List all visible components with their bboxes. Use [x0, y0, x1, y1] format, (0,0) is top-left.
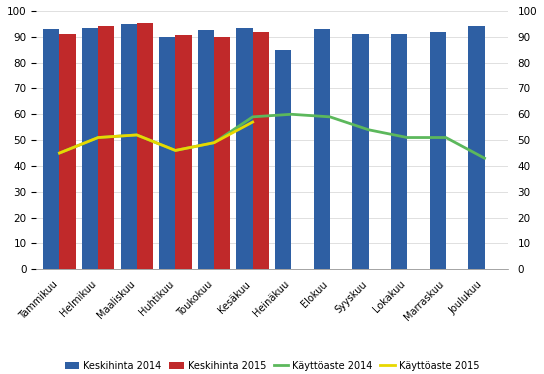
- Bar: [391, 34, 407, 269]
- Bar: [137, 22, 153, 269]
- Bar: [43, 29, 59, 269]
- Bar: [252, 32, 269, 269]
- Bar: [237, 28, 252, 269]
- Bar: [198, 30, 214, 269]
- Bar: [121, 24, 137, 269]
- Bar: [214, 37, 230, 269]
- Legend: Keskihinta 2014, Keskihinta 2015, Käyttöaste 2014, Käyttöaste 2015: Keskihinta 2014, Keskihinta 2015, Käyttö…: [61, 357, 483, 374]
- Bar: [353, 34, 369, 269]
- Bar: [468, 27, 485, 269]
- Bar: [159, 37, 175, 269]
- Bar: [175, 36, 191, 269]
- Bar: [82, 28, 98, 269]
- Bar: [430, 32, 446, 269]
- Bar: [314, 29, 330, 269]
- Bar: [59, 34, 76, 269]
- Bar: [275, 50, 292, 269]
- Bar: [98, 27, 114, 269]
